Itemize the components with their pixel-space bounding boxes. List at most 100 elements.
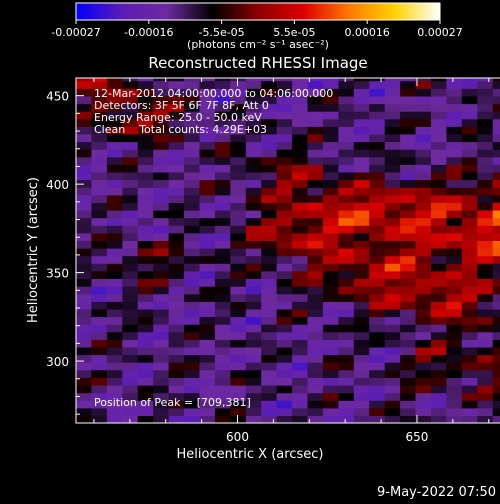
heatmap-cell (431, 308, 447, 318)
heatmap-cell (446, 263, 463, 272)
heatmap-cell (106, 80, 123, 89)
heatmap-cell (76, 255, 92, 264)
heatmap-cell (400, 263, 417, 272)
colorbar-units-label: (photons cm⁻² s⁻¹ asec⁻²) (187, 38, 329, 51)
heatmap-cell (415, 111, 432, 120)
annotation-peak-position: Position of Peak = [709,381] (94, 396, 251, 409)
heatmap-cell (338, 369, 355, 378)
heatmap-cell (338, 149, 355, 158)
heatmap-cell (91, 179, 108, 188)
heatmap-cell (384, 354, 401, 363)
heatmap-cell (446, 293, 463, 302)
heatmap-cell (400, 392, 417, 401)
heatmap-cell (477, 80, 494, 89)
heatmap-cell (322, 149, 339, 158)
heatmap-cell (400, 278, 417, 287)
heatmap-cell (76, 339, 92, 348)
heatmap-cell (322, 194, 339, 203)
heatmap-cell (492, 194, 500, 203)
heatmap-cell (122, 141, 139, 150)
heatmap-cell (477, 278, 494, 287)
heatmap-cell (307, 210, 324, 219)
heatmap-cell (338, 179, 355, 188)
heatmap-cell (461, 377, 478, 386)
heatmap-cell (307, 324, 324, 333)
heatmap-cell (122, 316, 139, 325)
heatmap-cell (245, 407, 262, 416)
heatmap-cell (168, 179, 185, 188)
y-tick-labels: 300 350 400 450 (46, 90, 69, 369)
heatmap-cell (214, 194, 231, 203)
heatmap-cell (353, 377, 370, 386)
heatmap-cell (122, 255, 139, 264)
heatmap-cell (492, 78, 500, 82)
heatmap-cell (122, 95, 139, 105)
heatmap-cell (261, 293, 278, 302)
heatmap-cell (168, 240, 185, 249)
heatmap-cell (230, 210, 247, 219)
heatmap-cell (477, 156, 494, 165)
heatmap-cell (400, 118, 417, 127)
heatmap-cell (184, 331, 200, 340)
heatmap-cell (76, 346, 92, 356)
heatmap-cell (137, 194, 154, 203)
heatmap-cell (214, 179, 231, 188)
heatmap-cell (76, 324, 92, 333)
heatmap-cell (307, 286, 324, 295)
heatmap-cell (153, 111, 170, 120)
heatmap-cell (76, 354, 92, 363)
heatmap-cell (276, 88, 293, 97)
heatmap-cell (76, 171, 92, 181)
heatmap-cell (214, 248, 231, 257)
heatmap-cell (245, 248, 262, 257)
heatmap-cell (353, 240, 370, 249)
heatmap-cell (322, 263, 339, 272)
heatmap-cell (461, 194, 478, 203)
heatmap-cell (245, 164, 262, 173)
heatmap-cell (153, 164, 170, 173)
heatmap-cell (137, 164, 154, 173)
heatmap-cell (369, 240, 386, 249)
heatmap-cell (431, 194, 447, 203)
heatmap-cell (322, 141, 339, 150)
heatmap-cell (276, 248, 293, 257)
heatmap-cell (461, 133, 478, 143)
heatmap-cell (153, 103, 170, 112)
heatmap-cell (245, 118, 262, 127)
heatmap-cell (91, 171, 108, 181)
heatmap-cell (461, 225, 478, 234)
heatmap-cell (492, 324, 500, 333)
heatmap-cell (384, 240, 401, 249)
heatmap-cell (214, 377, 231, 386)
heatmap-cell (492, 316, 500, 325)
heatmap-cell (76, 95, 92, 105)
heatmap-cell (338, 385, 355, 394)
annotation-clean-counts: Clean Total counts: 4.29E+03 (94, 123, 267, 136)
heatmap-cell (322, 248, 339, 257)
heatmap-cell (199, 240, 216, 249)
heatmap-cell (446, 308, 463, 318)
heatmap-cell (245, 240, 262, 249)
heatmap-cell (199, 339, 216, 348)
heatmap-cell (369, 362, 386, 371)
heatmap-cell (168, 202, 185, 211)
heatmap-cell (292, 354, 309, 363)
heatmap-cell (230, 324, 247, 333)
heatmap-cell (369, 293, 386, 302)
heatmap-cell (292, 240, 309, 249)
heatmap-cell (199, 111, 216, 120)
heatmap-cell (153, 156, 170, 165)
heatmap-cell (400, 95, 417, 105)
heatmap-cell (384, 324, 401, 333)
heatmap-cell (415, 415, 432, 423)
heatmap-cell (415, 400, 432, 409)
heatmap-cell (415, 171, 432, 181)
heatmap-cell (230, 232, 247, 241)
heatmap-cell (91, 202, 108, 211)
heatmap-cell (384, 103, 401, 112)
heatmap-cell (446, 377, 463, 386)
heatmap-cell (492, 217, 500, 226)
heatmap-cell (477, 270, 494, 279)
heatmap-cell (261, 316, 278, 325)
heatmap-cell (292, 308, 309, 318)
